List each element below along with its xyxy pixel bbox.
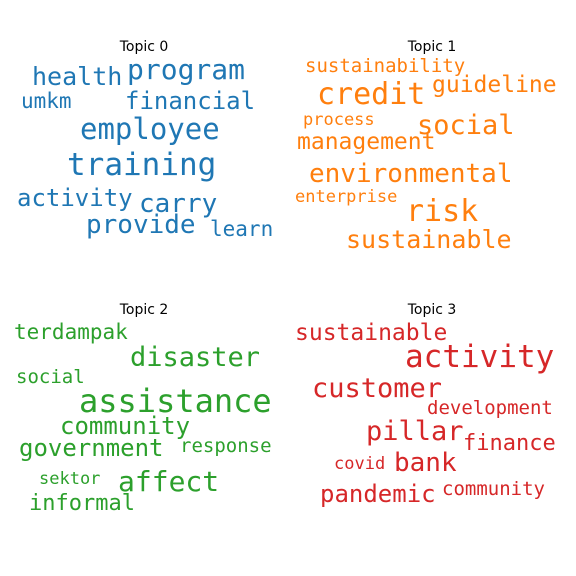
word-cloud-word: risk — [406, 197, 478, 227]
word-cloud-word: credit — [317, 80, 425, 110]
word-cloud-word: covid — [334, 456, 385, 473]
word-cloud-word: development — [427, 399, 553, 418]
topic-1-panel: Topic 1 credit risk environmental social… — [288, 0, 576, 288]
topic-0-panel: Topic 0 training employee program health… — [0, 0, 288, 288]
word-cloud-word: umkm — [21, 91, 72, 112]
word-cloud-word: activity — [17, 186, 133, 210]
word-cloud-word: process — [303, 112, 375, 129]
word-cloud-word: pandemic — [320, 482, 436, 506]
word-cloud-word: sustainability — [305, 57, 465, 76]
word-cloud-word: informal — [29, 493, 135, 515]
topic-0-title: Topic 0 — [0, 40, 288, 54]
word-cloud-word: employee — [80, 115, 220, 144]
word-cloud-word: sektor — [39, 471, 100, 488]
word-cloud-word: sustainable — [295, 322, 447, 345]
word-cloud-word: provide — [86, 212, 196, 238]
word-cloud-word: response — [180, 437, 272, 456]
topic-2-panel: Topic 2 assistance disaster affect commu… — [0, 288, 288, 576]
word-cloud-word: guideline — [432, 74, 557, 97]
topic-3-title: Topic 3 — [288, 303, 576, 317]
word-cloud-word: government — [19, 436, 164, 460]
word-cloud-word: learn — [210, 219, 273, 240]
word-cloud-word: pillar — [366, 418, 464, 445]
word-cloud-word: customer — [312, 375, 442, 402]
word-cloud-word: terdampak — [14, 322, 128, 343]
topic-3-panel: Topic 3 activity customer pillar bank pa… — [288, 288, 576, 576]
word-cloud-word: community — [442, 480, 545, 499]
topic-1-title: Topic 1 — [288, 40, 576, 54]
word-cloud-word: program — [127, 56, 245, 84]
word-cloud-word: disaster — [130, 344, 260, 371]
word-cloud-word: enterprise — [295, 189, 397, 206]
word-cloud-word: finance — [463, 433, 556, 455]
word-cloud-word: sustainable — [346, 227, 512, 252]
word-cloud-word: bank — [394, 450, 457, 476]
word-cloud-word: financial — [125, 89, 255, 113]
word-cloud-word: training — [67, 150, 216, 181]
word-cloud-word: activity — [405, 342, 554, 373]
word-cloud-word: management — [297, 131, 435, 154]
word-cloud-word: social — [16, 368, 85, 387]
word-cloud-word: environmental — [309, 161, 513, 187]
word-cloud-word: health — [32, 64, 122, 89]
topic-2-title: Topic 2 — [0, 303, 288, 317]
